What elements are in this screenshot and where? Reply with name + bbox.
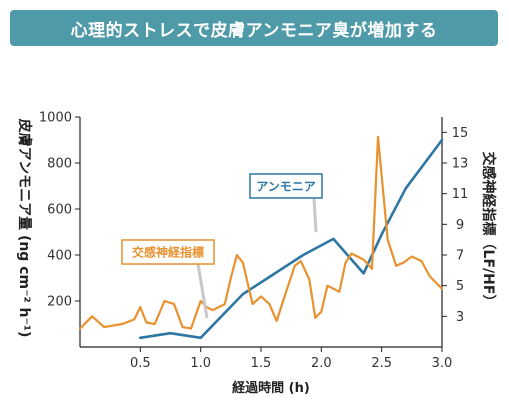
y-left-tick-label: 400 [47, 249, 72, 264]
y-right-tick-label: 15 [452, 126, 469, 141]
y-left-tick-label: 1000 [39, 111, 72, 126]
annotation-pointer-line [196, 263, 209, 319]
x-axis-title: 経過時間 (h) [232, 380, 310, 396]
series-annotation-label: 交感神経指標 [132, 245, 204, 260]
y-right-tick-label: 11 [452, 187, 469, 202]
y-right-tick-label: 7 [456, 249, 464, 264]
y-right-tick-label: 13 [452, 157, 469, 172]
x-tick-label: 1.5 [251, 356, 272, 371]
series-layer [78, 135, 444, 340]
x-tick-label: 0.5 [130, 356, 151, 371]
x-tick-label: 3.0 [432, 356, 453, 371]
y-right-axis-title: 交感神経指標（LF/HF） [480, 152, 497, 309]
ammonia-series-line [139, 138, 444, 340]
y-left-tick-label: 200 [47, 295, 72, 310]
y-left-tick-label: 600 [47, 203, 72, 218]
y-left-tick-label: 800 [47, 157, 72, 172]
axes-layer: 0.5 1.0 1.5 2.0 2.5 3.0 200 400 600 800 1000 3 5 7 9 11… [16, 111, 497, 397]
annotation-pointer-line [312, 197, 318, 233]
annotation-label-box [121, 239, 215, 265]
chart-banner-title: 心理的ストレスで皮膚アンモニア臭が増加する [10, 10, 498, 46]
y-left-axis-title: 皮膚アンモニア量 (ng cm⁻² h⁻¹) [16, 118, 33, 338]
y-right-tick-label: 9 [456, 218, 464, 233]
y-right-tick-label: 5 [456, 279, 464, 294]
x-tick-label: 1.0 [190, 356, 211, 371]
annotation-label-box [249, 173, 323, 199]
series-annotation-label: アンモニア [256, 180, 316, 194]
sympathetic-series-line [78, 135, 444, 330]
y-right-tick-label: 3 [456, 310, 464, 325]
x-tick-label: 2.0 [311, 356, 332, 371]
x-tick-label: 2.5 [371, 356, 392, 371]
